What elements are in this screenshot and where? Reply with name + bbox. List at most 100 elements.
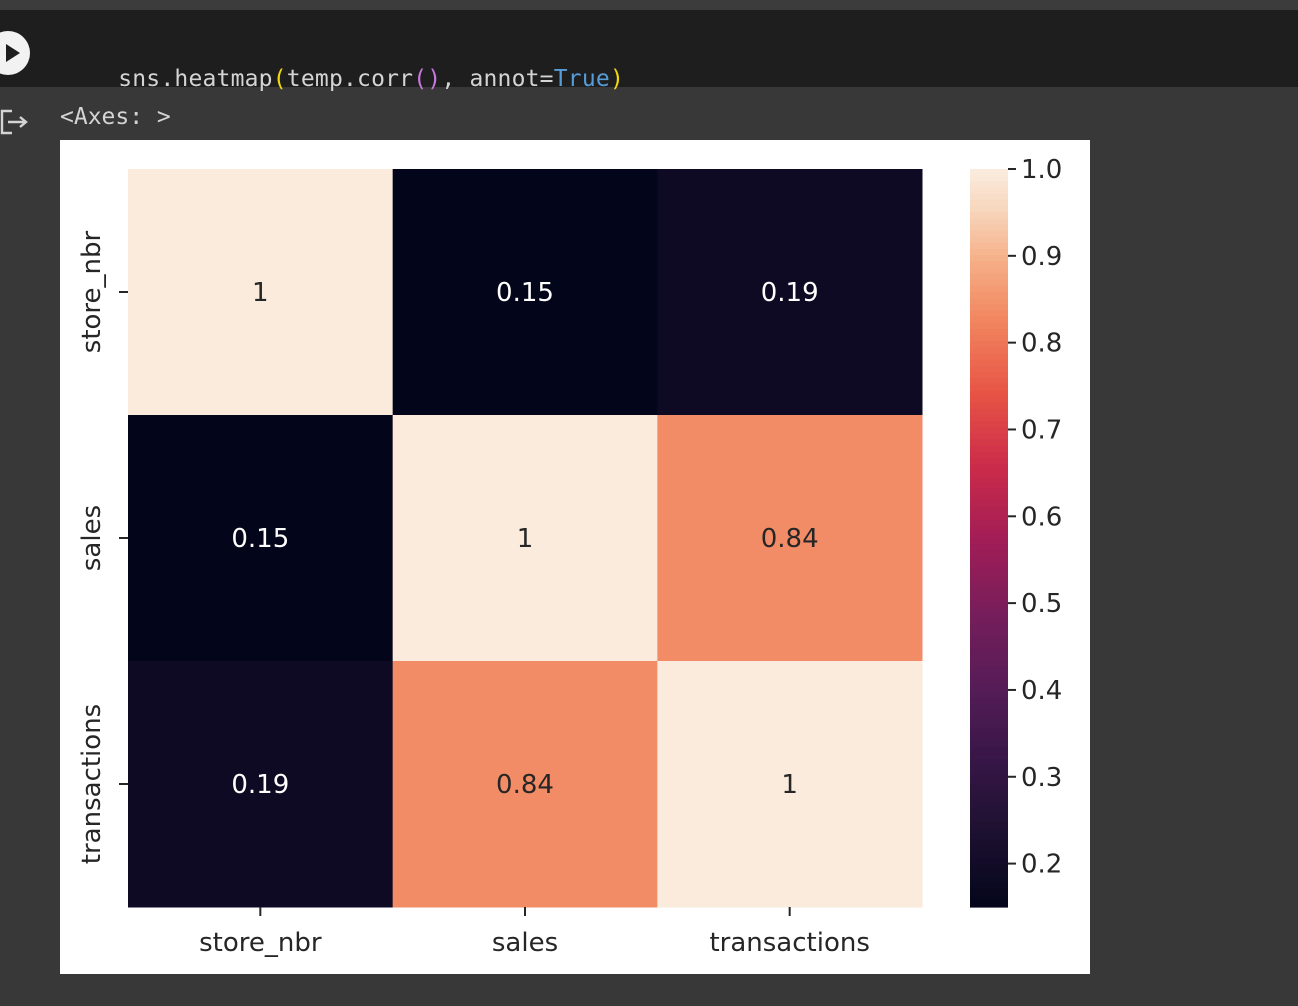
colorbar-tick-label: 0.8 [1021, 329, 1062, 359]
colorbar-tick-label: 0.5 [1021, 589, 1062, 619]
colorbar-segment [970, 519, 1008, 527]
colorbar-segment [970, 568, 1008, 576]
colorbar-segment [970, 464, 1008, 471]
colorbar-segment [970, 525, 1008, 533]
output-text: <Axes: > [60, 104, 171, 130]
colorbar-segment [970, 169, 1008, 176]
cell-annotation: 0.84 [761, 524, 819, 554]
y-tick-label: transactions [77, 704, 107, 864]
colorbar-segment [970, 550, 1008, 558]
colorbar-segment [970, 728, 1008, 736]
colorbar-segment [970, 205, 1008, 213]
colorbar-segment [970, 882, 1008, 890]
colorbar-segment [970, 605, 1008, 613]
colorbar-segment [970, 790, 1008, 797]
colorbar-segment [970, 181, 1008, 189]
colorbar-segment [970, 876, 1008, 883]
y-tick-label: sales [77, 505, 107, 571]
cell-annotation: 1 [517, 524, 534, 554]
colorbar-segment [970, 611, 1008, 619]
colorbar-segment [970, 408, 1008, 416]
colorbar-segment [970, 685, 1008, 693]
code-cell[interactable]: sns.heatmap(temp.corr(), annot=True) [0, 10, 1298, 92]
colorbar-segment [970, 285, 1008, 293]
colorbar-segment [970, 353, 1008, 361]
colorbar-segment [970, 870, 1008, 877]
colorbar-segment [970, 402, 1008, 410]
code-token: True [553, 66, 610, 92]
code-line[interactable]: sns.heatmap(temp.corr(), annot=True) [62, 34, 624, 124]
colorbar-segment [970, 267, 1008, 275]
colorbar-segment [970, 747, 1008, 754]
colorbar-segment [970, 691, 1008, 699]
colorbar-segment [970, 820, 1008, 828]
colorbar-segment [970, 359, 1008, 367]
colorbar-segment [970, 740, 1008, 748]
colorbar-segment [970, 248, 1008, 256]
colorbar-segment [970, 894, 1008, 902]
colorbar-segment [970, 796, 1008, 804]
colorbar-segment [970, 697, 1008, 705]
colorbar-segment [970, 273, 1008, 281]
colorbar-segment [970, 328, 1008, 336]
colorbar-segment [970, 427, 1008, 435]
colorbar-segment [970, 624, 1008, 631]
colorbar-segment [970, 777, 1008, 785]
colorbar-tick-label: 0.2 [1021, 850, 1062, 880]
heatmap-cell [128, 661, 394, 908]
colorbar-segment [970, 808, 1008, 816]
colorbar-segment [970, 501, 1008, 508]
run-cell-button[interactable] [0, 31, 30, 75]
colorbar-segment [970, 704, 1008, 711]
colorbar-segment [970, 863, 1008, 871]
colorbar-tick-label: 0.7 [1021, 415, 1062, 445]
colorbar-segment [970, 759, 1008, 767]
colorbar-segment [970, 673, 1008, 681]
colorbar-segment [970, 814, 1008, 822]
colorbar-tick-label: 1.0 [1021, 155, 1062, 185]
colorbar-segment [970, 753, 1008, 760]
colorbar-tick-label: 0.3 [1021, 763, 1062, 793]
output-redirect-icon[interactable] [0, 108, 30, 138]
colorbar-tick-label: 0.4 [1021, 676, 1062, 706]
colorbar-segment [970, 587, 1008, 594]
colorbar-segment [970, 371, 1008, 379]
colorbar-segment [970, 255, 1008, 262]
colorbar-segment [970, 661, 1008, 668]
colorbar-segment [970, 316, 1008, 324]
top-strip [0, 0, 1298, 10]
colorbar-segment [970, 667, 1008, 674]
cell-annotation: 1 [252, 278, 269, 308]
colorbar-segment [970, 236, 1008, 244]
colorbar-segment [970, 710, 1008, 717]
colorbar-segment [970, 298, 1008, 305]
colorbar-segment [970, 304, 1008, 312]
heatmap-cell [657, 661, 923, 908]
x-tick-label: store_nbr [199, 928, 322, 958]
colorbar-segment [970, 384, 1008, 391]
colorbar-segment [970, 335, 1008, 342]
cell-annotation: 0.19 [231, 770, 289, 800]
colorbar-segment [970, 415, 1008, 422]
colorbar-segment [970, 716, 1008, 724]
code-token: () [413, 66, 442, 92]
cell-annotation: 0.15 [496, 278, 554, 308]
colorbar-segment [970, 900, 1008, 908]
code-token: temp.corr [286, 66, 414, 92]
colorbar-segment [970, 765, 1008, 773]
colorbar-segment [970, 784, 1008, 791]
code-token: ( [272, 66, 287, 92]
code-token: ) [609, 66, 624, 92]
code-token: , annot= [441, 66, 554, 92]
colorbar-segment [970, 458, 1008, 465]
colorbar-segment [970, 494, 1008, 502]
colorbar-segment [970, 470, 1008, 478]
x-tick-label: transactions [709, 928, 869, 958]
heatmap-cell [128, 169, 394, 416]
colorbar-segment [970, 433, 1008, 441]
colorbar-segment [970, 187, 1008, 195]
colorbar-segment [970, 538, 1008, 545]
colorbar-segment [970, 636, 1008, 644]
colorbar-segment [970, 341, 1008, 348]
colorbar-segment [970, 488, 1008, 496]
